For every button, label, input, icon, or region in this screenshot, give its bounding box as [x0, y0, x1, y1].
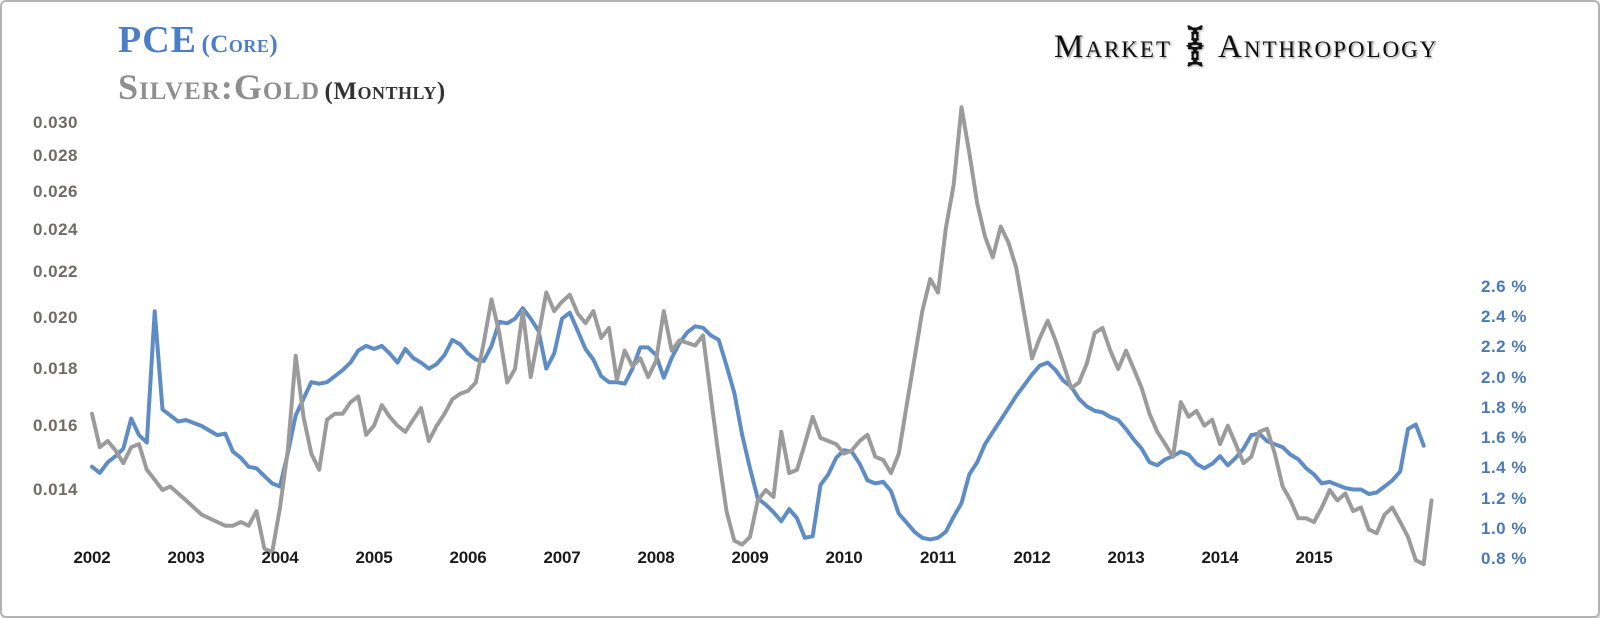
x-axis-year-label: 2011 [919, 548, 957, 567]
right-axis-tick: 1.6 % [1481, 428, 1527, 448]
x-axis-year-label: 2010 [825, 548, 863, 567]
x-axis-year-label: 2003 [167, 548, 205, 567]
market-anthropology-logo: Market Anthropology [1054, 24, 1438, 70]
title-pce: PCE [118, 19, 197, 61]
logo-word-market: Market [1054, 28, 1173, 65]
logo-word-anthropology: Anthropology [1218, 28, 1439, 65]
title-line-pce: PCE (Core) [118, 19, 446, 62]
left-axis-tick: 0.028 [32, 146, 78, 166]
x-axis-year-label: 2013 [1107, 548, 1145, 567]
x-axis-year-label: 2006 [449, 548, 487, 567]
left-axis-tick: 0.024 [32, 220, 78, 240]
right-axis-tick: 1.8 % [1481, 397, 1527, 417]
right-axis-tick: 2.0 % [1481, 367, 1527, 387]
x-axis-year-label: 2002 [73, 548, 111, 567]
right-axis-tick: 1.4 % [1481, 458, 1527, 478]
left-axis-tick: 0.020 [32, 308, 78, 328]
title-silver-gold-note: (Monthly) [324, 77, 446, 105]
right-axis-tick: 2.2 % [1481, 337, 1527, 357]
silver-gold-line [90, 105, 1434, 567]
title-pce-note: (Core) [201, 31, 279, 58]
title-silver-gold: Silver:Gold [118, 66, 321, 107]
left-axis-tick: 0.026 [32, 181, 78, 201]
chart-title-block: PCE (Core) Silver:Gold (Monthly) [118, 19, 446, 108]
x-axis-year-label: 2015 [1295, 548, 1333, 567]
right-axis-tick: 2.6 % [1481, 277, 1527, 296]
right-axis-tick: 0.8 % [1481, 549, 1527, 568]
left-axis-tick: 0.016 [32, 415, 78, 435]
x-axis-year-label: 2009 [731, 548, 769, 567]
x-axis-year-label: 2014 [1201, 548, 1239, 567]
title-line-silver-gold: Silver:Gold (Monthly) [118, 66, 446, 108]
left-axis-tick: 0.022 [32, 262, 78, 282]
x-axis-year-label: 2012 [1013, 548, 1051, 567]
x-axis-year-label: 2004 [261, 548, 299, 567]
right-axis-tick: 2.4 % [1481, 307, 1527, 327]
right-axis-tick: 1.0 % [1481, 518, 1527, 538]
x-axis-year-label: 2008 [637, 548, 675, 567]
dna-helix-icon [1185, 25, 1205, 67]
left-axis-tick: 0.018 [32, 358, 78, 378]
left-axis-tick: 0.014 [32, 480, 78, 499]
right-axis-tick: 1.2 % [1481, 488, 1527, 508]
x-axis-year-label: 2005 [355, 548, 393, 567]
left-axis-tick: 0.030 [32, 113, 78, 132]
x-axis-year-label: 2007 [543, 548, 581, 567]
